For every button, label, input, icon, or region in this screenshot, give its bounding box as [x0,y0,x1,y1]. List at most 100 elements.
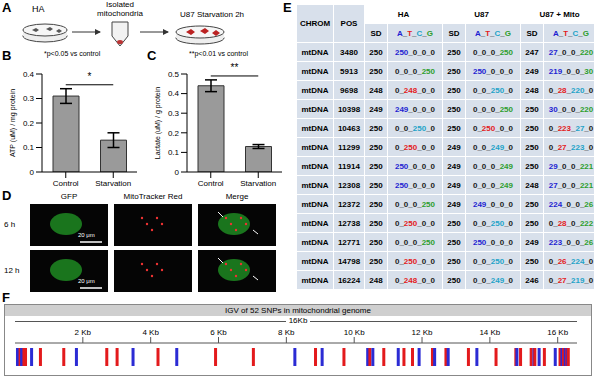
html-text:HA: HA [32,4,45,14]
html-text:mtDNA: mtDNA [301,142,329,152]
html-text:250: 250 [369,161,383,171]
svg-text:0.1: 0.1 [23,143,35,152]
svg-text:0.3: 0.3 [168,109,180,118]
html-text:0 _ 27 _ 223 _ 0: 0 _ 27 _ 223 _ 0 [548,142,594,152]
html-text:0 _ 0 _ 249 _ 0: 0 _ 0 _ 249 _ 0 [473,142,513,152]
html-text:27 _ 0 _ 0 _ 220: 27 _ 0 _ 0 _ 220 [548,47,594,57]
html-text:0 _ 0 _ 250 _ 0: 0 _ 0 _ 250 _ 0 [395,123,435,133]
html-text:5913: 5913 [340,66,358,76]
html-text:29 _ 0 _ 0 _ 221: 29 _ 0 _ 0 _ 221 [548,161,594,171]
html-text:250 _ 0 _ 0 _ 0: 250 _ 0 _ 0 _ 0 [473,66,513,76]
svg-text:6 Kb: 6 Kb [210,328,227,337]
html-text:250: 250 [369,47,383,57]
html-text:mtDNA: mtDNA [301,161,329,171]
html-text:11914: 11914 [338,161,360,171]
html-text:0 _ 0 _ 0 _ 249: 0 _ 0 _ 0 _ 249 [473,180,513,190]
html-text:SD: SD [448,28,460,38]
html-text:249: 249 [447,180,461,190]
html-text:0 _ 223 _ 27 _ 0: 0 _ 223 _ 27 _ 0 [548,123,594,133]
html-text:SD: SD [526,28,538,38]
svg-text:8 Kb: 8 Kb [278,328,295,337]
svg-text:0.3: 0.3 [23,94,35,103]
svg-text:0.1: 0.1 [168,148,180,157]
svg-text:Starvation: Starvation [95,179,131,188]
svg-text:4 Kb: 4 Kb [142,328,159,337]
html-text:0 _ 28 _ 220 _ 0: 0 _ 28 _ 220 _ 0 [548,85,594,95]
html-text:0 _ 0 _ 0 _ 250: 0 _ 0 _ 0 _ 250 [473,47,513,57]
svg-text:0.2: 0.2 [168,129,180,138]
html-text:12308: 12308 [337,180,361,190]
html-text:248: 248 [525,85,539,95]
html-text:247: 247 [525,47,539,57]
svg-text:**: ** [231,62,239,73]
html-text:249: 249 [447,142,461,152]
html-text:mtDNA: mtDNA [301,104,329,114]
html-text:250: 250 [447,47,461,57]
html-text:250: 250 [447,85,461,95]
html-text:250: 250 [525,161,539,171]
html-text:250 _ 0 _ 0 _ 0: 250 _ 0 _ 0 _ 0 [395,47,435,57]
html-text:250 _ 0 _ 0 _ 0: 250 _ 0 _ 0 _ 0 [395,161,435,171]
svg-text:0.5: 0.5 [168,70,180,79]
html-text:mtDNA: mtDNA [301,47,329,57]
html-text:250: 250 [447,104,461,114]
svg-text:10 Kb: 10 Kb [344,328,365,337]
html-text:0 _ 0 _ 0 _ 250: 0 _ 0 _ 0 _ 250 [473,104,513,114]
html-text:9698: 9698 [340,85,358,95]
html-text:249 _ 0 _ 0 _ 0: 249 _ 0 _ 0 _ 0 [395,104,435,114]
html-text:A _ T _ C _ G: A _ T _ C _ G [397,28,433,38]
html-text:mtDNA: mtDNA [301,85,329,95]
html-text:10398: 10398 [337,104,361,114]
html-text:250: 250 [369,66,383,76]
html-text:0 _ 0 _ 250 _ 0: 0 _ 0 _ 250 _ 0 [473,85,513,95]
html-text:249: 249 [447,161,461,171]
html-text:219 _ 0 _ 0 _ 30: 219 _ 0 _ 0 _ 30 [548,66,594,76]
html-text:248: 248 [369,85,383,95]
html-text:250: 250 [447,123,461,133]
svg-text:0.4: 0.4 [168,89,180,98]
html-text:0 _ 0 _ 0 _ 250: 0 _ 0 _ 0 _ 250 [395,66,435,76]
svg-text:Control: Control [198,179,224,188]
svg-text:ATP (uM) / mg protein: ATP (uM) / mg protein [9,89,17,157]
html-text:mtDNA: mtDNA [301,123,329,133]
html-text:A _ T _ C _ G: A _ T _ C _ G [475,28,511,38]
svg-text:Lactate (uM) / g protein: Lactate (uM) / g protein [154,87,162,159]
html-text:250: 250 [525,123,539,133]
html-text:0 _ 248 _ 0 _ 0: 0 _ 248 _ 0 _ 0 [395,85,435,95]
html-text:HA: HA [397,9,410,19]
svg-text:*: * [88,71,92,82]
html-text:250: 250 [525,142,539,152]
html-text:249: 249 [369,104,383,114]
svg-text:12 Kb: 12 Kb [412,328,433,337]
html-text:10463: 10463 [337,123,361,133]
html-text:A _ T _ C _ G: A _ T _ C _ G [553,28,589,38]
svg-text:0.2: 0.2 [23,119,35,128]
svg-text:0: 0 [175,168,180,177]
html-text:249: 249 [525,66,539,76]
html-text:250 _ 0 _ 0 _ 0: 250 _ 0 _ 0 _ 0 [395,180,435,190]
svg-text:Control: Control [53,179,79,188]
html-text:SD: SD [370,28,382,38]
html-text:250: 250 [369,123,383,133]
html-text:250: 250 [369,142,383,152]
html-text:0 _ 0 _ 0 _ 249: 0 _ 0 _ 0 _ 249 [473,161,513,171]
html-text:0 _ 250 _ 0 _ 0: 0 _ 250 _ 0 _ 0 [395,142,435,152]
html-text:mtDNA: mtDNA [301,66,329,76]
html-text:Isolated mitochondria: Isolated mitochondria [97,0,143,18]
html-text:3480: 3480 [340,47,358,57]
svg-text:Starvation: Starvation [240,179,276,188]
html-text:mtDNA: mtDNA [301,180,329,190]
svg-text:14 Kb: 14 Kb [479,328,500,337]
html-text:U87 + Mito: U87 + Mito [539,9,580,19]
html-text:250: 250 [447,66,461,76]
svg-text:2 Kb: 2 Kb [75,328,92,337]
html-text:250: 250 [369,180,383,190]
html-text:0 _ 250 _ 0 _ 0: 0 _ 250 _ 0 _ 0 [473,123,513,133]
svg-text:0.4: 0.4 [23,70,35,79]
html-text:30 _ 0 _ 0 _ 220: 30 _ 0 _ 0 _ 220 [548,104,594,114]
html-text:11299: 11299 [338,142,360,152]
html-text:U87: U87 [474,9,489,19]
svg-text:16 Kb: 16 Kb [547,328,568,337]
html-text:250: 250 [525,104,539,114]
svg-text:0: 0 [30,168,35,177]
